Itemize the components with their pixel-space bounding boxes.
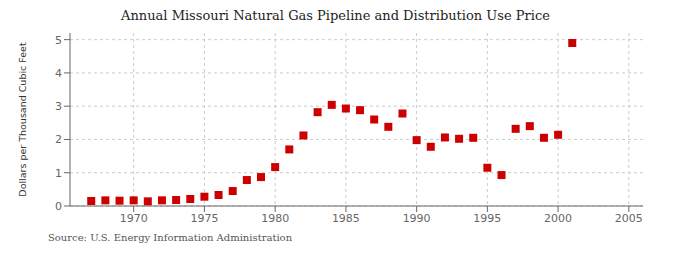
- html-text:Source: U.S. Energy Informatio: Source: U.S. Energy Information Administ…: [48, 232, 293, 243]
- svg-text:2000: 2000: [544, 212, 572, 225]
- svg-text:4: 4: [55, 67, 62, 80]
- html-text:Annual Missouri Natural Gas Pi: Annual Missouri Natural Gas Pipeline and…: [121, 8, 550, 23]
- svg-text:3: 3: [55, 100, 62, 113]
- svg-text:1: 1: [55, 167, 62, 180]
- svg-text:1985: 1985: [332, 212, 360, 225]
- svg-text:Dollars per Thousand Cubic Fee: Dollars per Thousand Cubic Feet: [17, 42, 28, 197]
- svg-text:5: 5: [55, 34, 62, 47]
- svg-text:2005: 2005: [615, 212, 643, 225]
- svg-text:1990: 1990: [403, 212, 431, 225]
- svg-text:1995: 1995: [473, 212, 501, 225]
- svg-text:0: 0: [55, 200, 62, 213]
- svg-text:1970: 1970: [120, 212, 148, 225]
- svg-text:2: 2: [55, 133, 62, 146]
- svg-text:1975: 1975: [190, 212, 218, 225]
- svg-text:1980: 1980: [261, 212, 289, 225]
